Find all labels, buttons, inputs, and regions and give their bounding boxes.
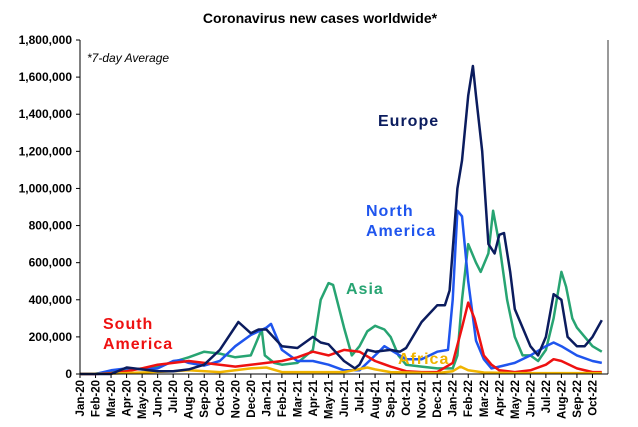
- x-tick-label: Aug-21: [370, 379, 382, 419]
- y-tick-label: 400,000: [29, 293, 73, 307]
- x-tick-label: Jun-20: [153, 380, 165, 417]
- x-tick-label: Apr-21: [308, 379, 320, 416]
- x-tick-label: Jul-22: [541, 380, 553, 413]
- y-tick-label: 0: [65, 367, 72, 381]
- x-tick-label: Dec-21: [432, 379, 444, 417]
- y-tick-label: 1,600,000: [19, 70, 73, 84]
- label-south-america-1: South: [103, 316, 153, 333]
- x-tick-label: Mar-22: [479, 380, 491, 417]
- x-tick-label: Aug-22: [556, 380, 568, 419]
- x-tick-label: Nov-20: [230, 380, 242, 418]
- x-tick-label: Oct-20: [215, 380, 227, 416]
- label-europe: Europe: [378, 113, 439, 130]
- series-lines: [79, 64, 603, 376]
- x-tick-label: Mar-20: [106, 380, 118, 417]
- label-north-america-1: North: [366, 203, 414, 220]
- x-tick-label: Feb-20: [91, 380, 103, 417]
- x-tick-label: Sep-22: [572, 380, 584, 418]
- x-tick-label: May-21: [323, 379, 335, 419]
- x-tick-label: Mar-21: [292, 379, 304, 417]
- x-tick-label: Jul-20: [168, 380, 180, 413]
- x-tick-label: Dec-20: [246, 380, 258, 418]
- series-line-asia: [79, 209, 603, 376]
- y-axis: 0 200,000 400,000 600,000 800,000 1,000,000 1,…: [19, 33, 80, 381]
- y-tick-label: 1,000,000: [19, 181, 73, 195]
- x-tick-label: Sep-21: [386, 379, 398, 417]
- x-tick-label: Jul-21: [355, 379, 367, 413]
- label-north-america-2: America: [366, 223, 436, 240]
- y-tick-label: 1,800,000: [19, 33, 73, 47]
- series-line-south-america: [80, 301, 602, 376]
- x-tick-label: Nov-21: [417, 379, 429, 418]
- y-tick-label: 200,000: [29, 330, 73, 344]
- x-tick-label: Jan-22: [448, 380, 460, 416]
- y-tick-label: 1,200,000: [19, 144, 73, 158]
- x-axis: Jan-20 Feb-20 Mar-20 Apr-20 May-20 Jun-20 Jul-…: [75, 374, 599, 419]
- x-tick-label: Feb-22: [463, 380, 475, 417]
- x-tick-label: Jun-21: [339, 379, 351, 417]
- series-line-europe: [80, 64, 603, 376]
- x-tick-label: Jun-22: [525, 380, 537, 417]
- y-tick-label: 1,400,000: [19, 107, 73, 121]
- chart-note: *7-day Average: [87, 51, 169, 65]
- label-asia: Asia: [346, 281, 384, 298]
- y-tick-label: 600,000: [29, 256, 73, 270]
- x-tick-label: Apr-20: [122, 380, 134, 416]
- x-tick-label: Apr-22: [494, 380, 506, 416]
- x-tick-label: Oct-22: [587, 380, 599, 416]
- x-tick-label: Jan-20: [75, 380, 87, 416]
- x-tick-label: Jan-21: [261, 379, 273, 416]
- y-tick-label: 800,000: [29, 219, 73, 233]
- x-tick-label: May-20: [137, 380, 149, 419]
- x-tick-label: Feb-21: [277, 379, 289, 417]
- label-south-america-2: America: [103, 336, 173, 353]
- label-africa: Africa: [398, 351, 449, 368]
- x-tick-label: Oct-21: [401, 379, 413, 415]
- x-tick-label: Aug-20: [184, 380, 196, 419]
- x-tick-label: May-22: [510, 380, 522, 419]
- x-tick-label: Sep-20: [199, 380, 211, 418]
- chart-title: Coronavirus new cases worldwide*: [203, 10, 438, 26]
